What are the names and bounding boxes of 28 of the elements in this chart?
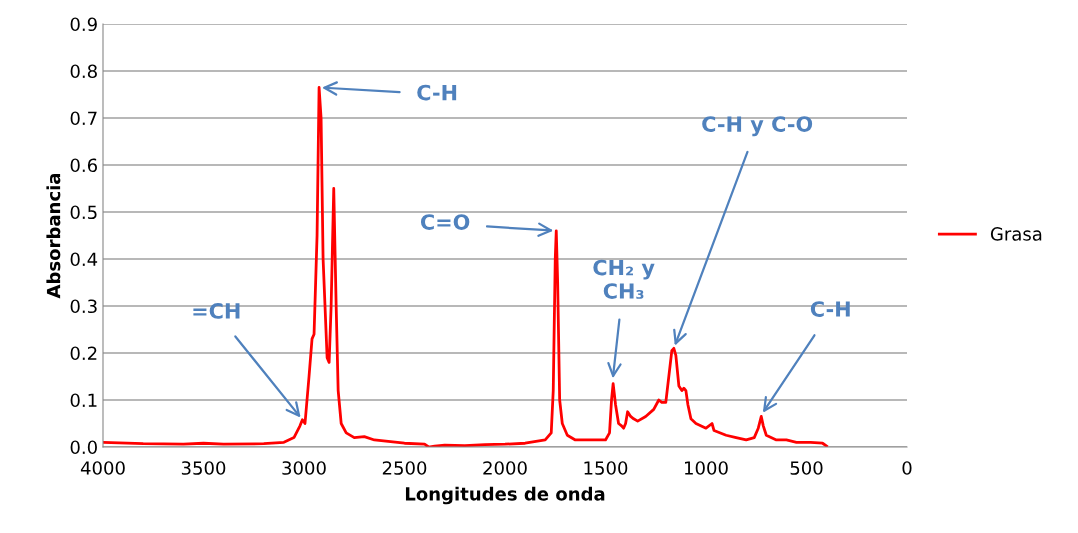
x-tick-label: 3500 [181, 461, 226, 475]
y-tick-label: 0.0 [70, 440, 97, 455]
annotation: CH₂ y CH₃ [593, 259, 655, 299]
annotation: =CH [193, 303, 240, 319]
x-tick-label: 3000 [282, 461, 326, 475]
y-tick-label: 0.4 [70, 252, 98, 267]
y-tick-label: 0.8 [70, 64, 97, 79]
annotation: C=O [420, 214, 470, 230]
x-tick-label: 2500 [382, 461, 427, 475]
y-tick-label: 0.7 [70, 111, 97, 126]
x-tick-label: 500 [790, 461, 823, 475]
y-tick-label: 0.5 [70, 205, 97, 220]
y-tick-label: 0.9 [70, 17, 97, 32]
annotation: C-H [810, 301, 850, 317]
y-tick-label: 0.2 [70, 346, 97, 361]
x-tick-label: 0 [902, 461, 912, 475]
y-tick-label: 0.6 [70, 158, 97, 173]
x-tick-label: 1500 [584, 461, 628, 475]
y-tick-label: 0.3 [70, 299, 97, 314]
x-tick-label: 1000 [685, 461, 728, 475]
x-tick-label: 2000 [483, 461, 527, 475]
annotation: C-H y C-O [702, 116, 813, 137]
x-axis-title: Longitudes de onda [405, 486, 605, 505]
y-axis-title: Absorbancia [46, 173, 61, 299]
annotation: C-H [417, 84, 457, 101]
legend-label: Grasa [990, 227, 1042, 241]
y-tick-label: 0.1 [70, 393, 97, 408]
x-tick-label: 4000 [80, 461, 125, 475]
